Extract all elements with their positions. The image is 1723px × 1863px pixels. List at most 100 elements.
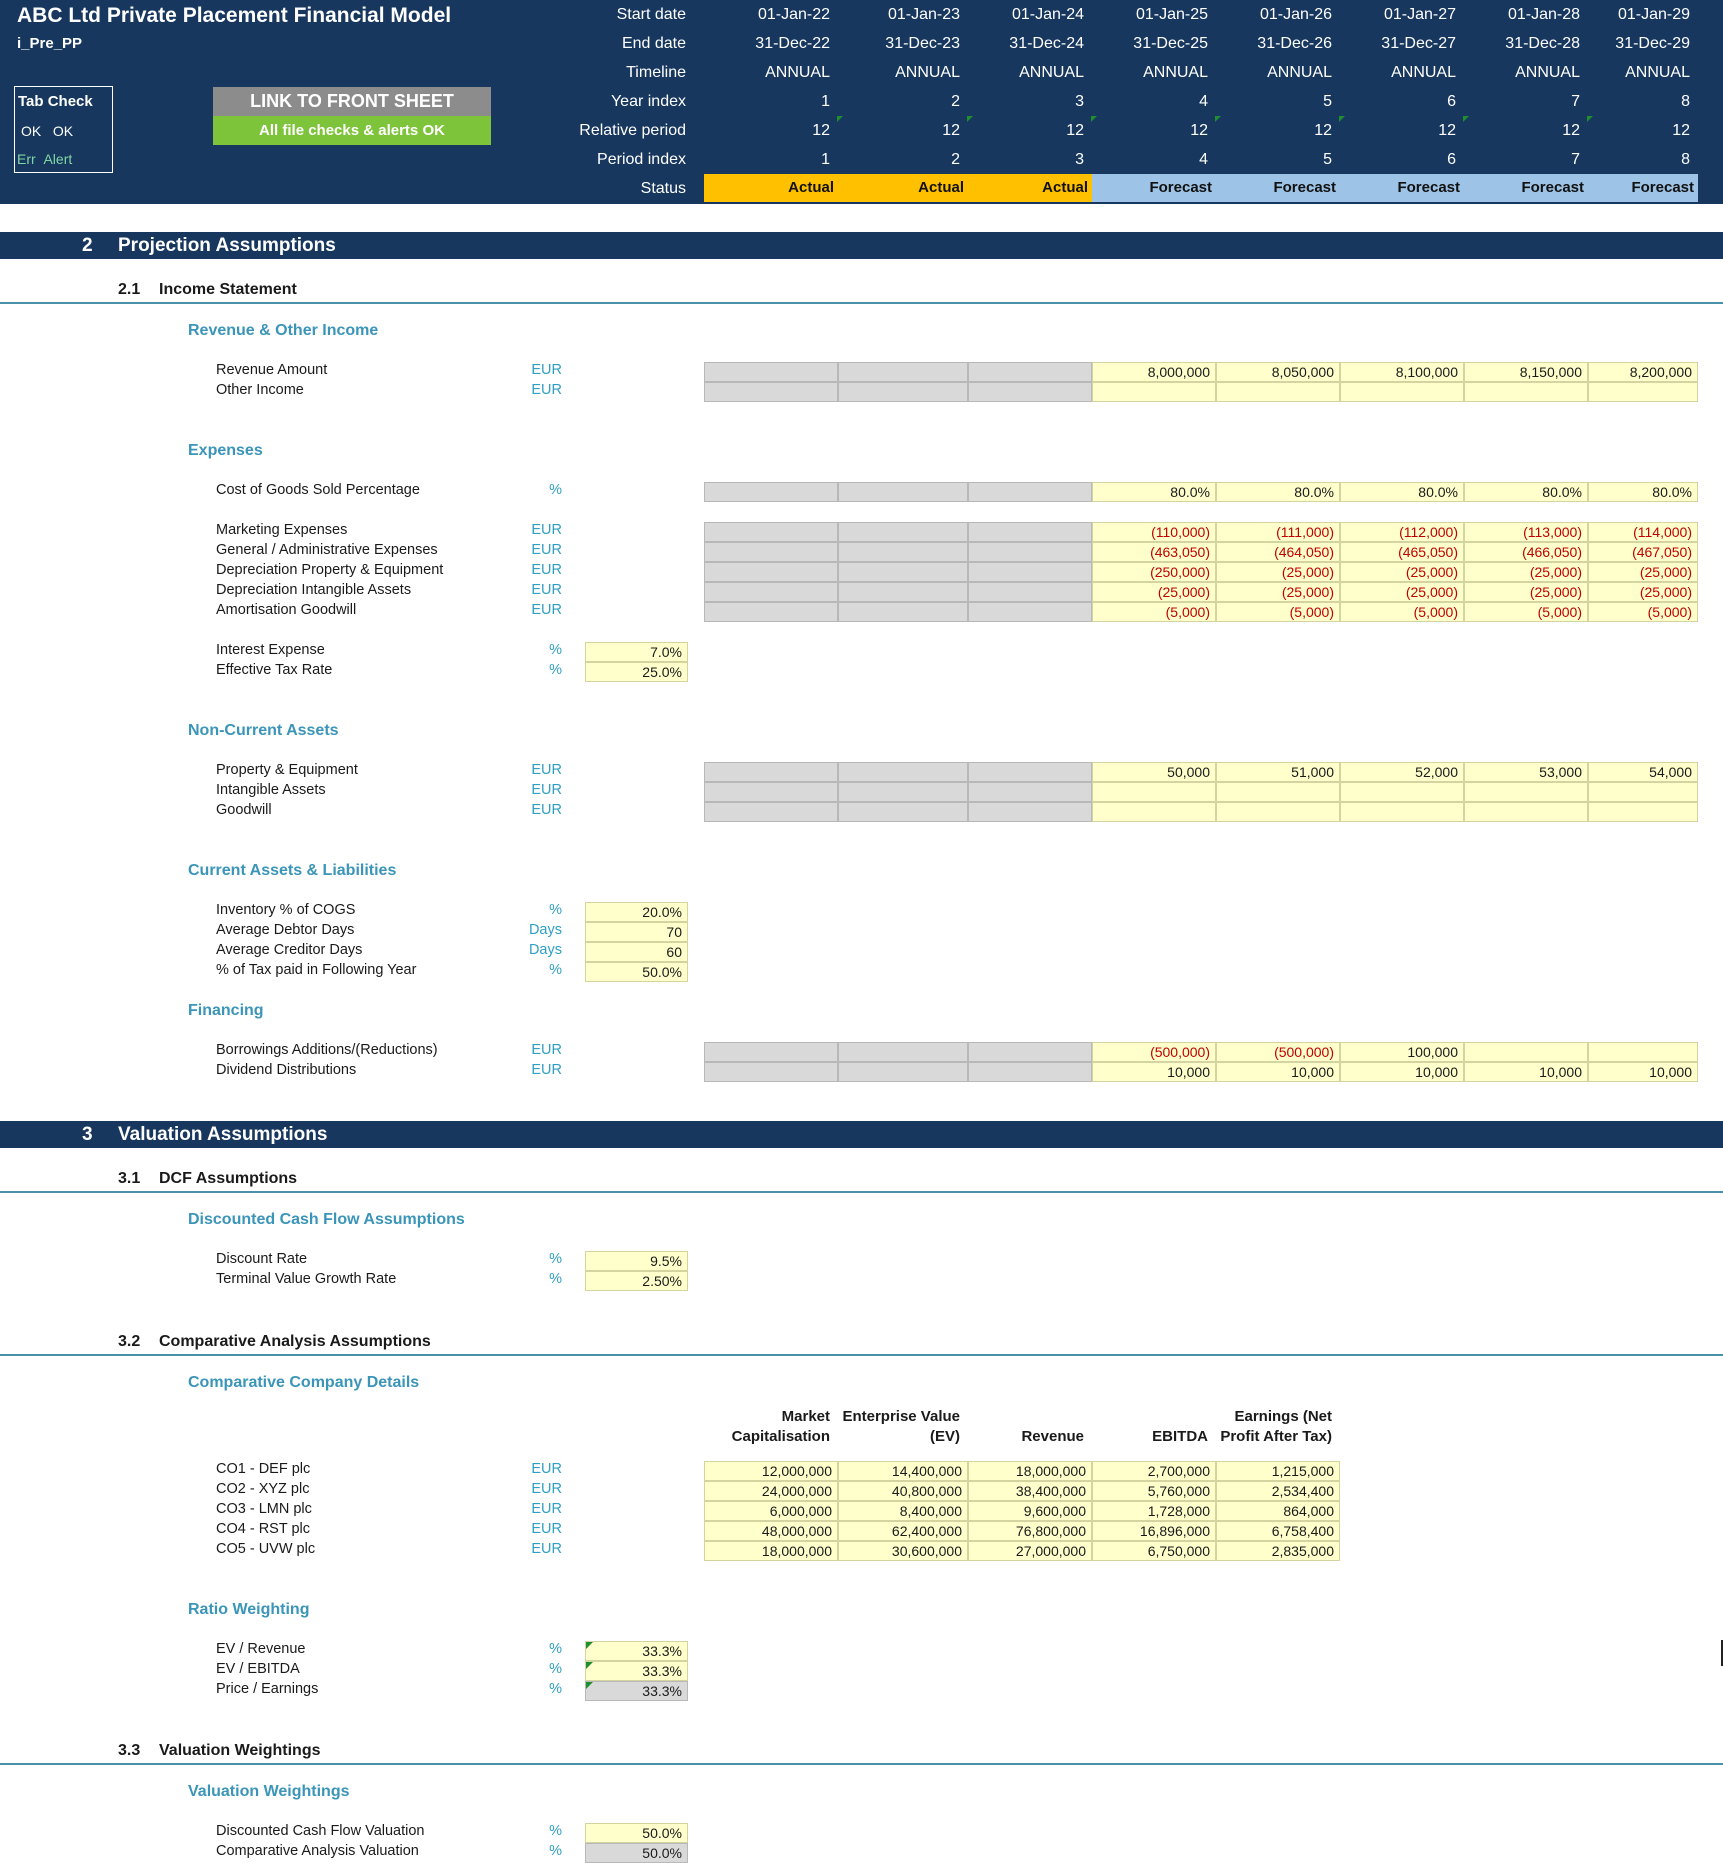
forecast-input-cell[interactable]: 8,150,000 <box>1464 362 1588 382</box>
input-cell[interactable]: 70 <box>585 922 688 942</box>
comparable-input-cell[interactable]: 40,800,000 <box>838 1481 968 1501</box>
forecast-input-cell[interactable]: 10,000 <box>1092 1062 1216 1082</box>
comparable-input-cell[interactable]: 30,600,000 <box>838 1541 968 1561</box>
input-cell[interactable]: 33.3% <box>585 1661 688 1681</box>
forecast-input-cell[interactable]: (5,000) <box>1464 602 1588 622</box>
forecast-input-cell[interactable] <box>1464 1042 1588 1062</box>
forecast-input-cell[interactable]: (25,000) <box>1464 582 1588 602</box>
forecast-input-cell[interactable]: 8,200,000 <box>1588 362 1698 382</box>
input-cell[interactable]: 25.0% <box>585 662 688 682</box>
forecast-input-cell[interactable] <box>1216 782 1340 802</box>
comparable-input-cell[interactable]: 8,400,000 <box>838 1501 968 1521</box>
forecast-input-cell[interactable] <box>1464 782 1588 802</box>
forecast-input-cell[interactable]: (466,050) <box>1464 542 1588 562</box>
forecast-input-cell[interactable]: (111,000) <box>1216 522 1340 542</box>
comparable-input-cell[interactable]: 2,534,400 <box>1216 1481 1340 1501</box>
forecast-input-cell[interactable]: (25,000) <box>1340 562 1464 582</box>
forecast-input-cell[interactable]: 10,000 <box>1216 1062 1340 1082</box>
forecast-input-cell[interactable] <box>1464 382 1588 402</box>
comparable-input-cell[interactable]: 16,896,000 <box>1092 1521 1216 1541</box>
forecast-input-cell[interactable]: 80.0% <box>1340 482 1464 502</box>
forecast-input-cell[interactable]: (114,000) <box>1588 522 1698 542</box>
forecast-input-cell[interactable] <box>1340 802 1464 822</box>
forecast-input-cell[interactable]: (5,000) <box>1340 602 1464 622</box>
forecast-input-cell[interactable]: (113,000) <box>1464 522 1588 542</box>
input-cell[interactable]: 60 <box>585 942 688 962</box>
forecast-input-cell[interactable] <box>1588 382 1698 402</box>
forecast-input-cell[interactable]: (110,000) <box>1092 522 1216 542</box>
forecast-input-cell[interactable] <box>1092 802 1216 822</box>
forecast-input-cell[interactable]: (25,000) <box>1588 562 1698 582</box>
comparable-input-cell[interactable]: 2,700,000 <box>1092 1461 1216 1481</box>
forecast-input-cell[interactable]: 51,000 <box>1216 762 1340 782</box>
forecast-input-cell[interactable]: (500,000) <box>1092 1042 1216 1062</box>
comparable-input-cell[interactable]: 6,758,400 <box>1216 1521 1340 1541</box>
forecast-input-cell[interactable]: (25,000) <box>1588 582 1698 602</box>
comparable-input-cell[interactable]: 14,400,000 <box>838 1461 968 1481</box>
comparable-input-cell[interactable]: 1,215,000 <box>1216 1461 1340 1481</box>
forecast-input-cell[interactable]: (5,000) <box>1216 602 1340 622</box>
forecast-input-cell[interactable]: 80.0% <box>1092 482 1216 502</box>
forecast-input-cell[interactable] <box>1340 382 1464 402</box>
comparable-input-cell[interactable]: 24,000,000 <box>704 1481 838 1501</box>
comparable-input-cell[interactable]: 76,800,000 <box>968 1521 1092 1541</box>
forecast-input-cell[interactable] <box>1588 1042 1698 1062</box>
forecast-input-cell[interactable]: (250,000) <box>1092 562 1216 582</box>
comparable-input-cell[interactable]: 6,000,000 <box>704 1501 838 1521</box>
scroll-indicator[interactable] <box>1721 1640 1723 1666</box>
forecast-input-cell[interactable] <box>1340 782 1464 802</box>
comparable-input-cell[interactable]: 5,760,000 <box>1092 1481 1216 1501</box>
forecast-input-cell[interactable]: (467,050) <box>1588 542 1698 562</box>
forecast-input-cell[interactable] <box>1216 802 1340 822</box>
forecast-input-cell[interactable]: 80.0% <box>1464 482 1588 502</box>
input-cell[interactable]: 50.0% <box>585 962 688 982</box>
forecast-input-cell[interactable]: 8,100,000 <box>1340 362 1464 382</box>
forecast-input-cell[interactable] <box>1588 782 1698 802</box>
forecast-input-cell[interactable] <box>1588 802 1698 822</box>
input-cell[interactable]: 33.3% <box>585 1641 688 1661</box>
forecast-input-cell[interactable]: (465,050) <box>1340 542 1464 562</box>
forecast-input-cell[interactable]: 8,000,000 <box>1092 362 1216 382</box>
comparable-input-cell[interactable]: 62,400,000 <box>838 1521 968 1541</box>
forecast-input-cell[interactable]: 53,000 <box>1464 762 1588 782</box>
forecast-input-cell[interactable]: (25,000) <box>1340 582 1464 602</box>
forecast-input-cell[interactable]: (25,000) <box>1216 582 1340 602</box>
comparable-input-cell[interactable]: 6,750,000 <box>1092 1541 1216 1561</box>
input-cell[interactable]: 50.0% <box>585 1823 688 1843</box>
forecast-input-cell[interactable]: (5,000) <box>1092 602 1216 622</box>
input-cell[interactable]: 2.50% <box>585 1271 688 1291</box>
forecast-input-cell[interactable] <box>1092 782 1216 802</box>
forecast-input-cell[interactable]: 10,000 <box>1464 1062 1588 1082</box>
input-cell[interactable]: 7.0% <box>585 642 688 662</box>
forecast-input-cell[interactable]: 80.0% <box>1216 482 1340 502</box>
comparable-input-cell[interactable]: 18,000,000 <box>968 1461 1092 1481</box>
comparable-input-cell[interactable]: 48,000,000 <box>704 1521 838 1541</box>
forecast-input-cell[interactable]: 50,000 <box>1092 762 1216 782</box>
forecast-input-cell[interactable]: 8,050,000 <box>1216 362 1340 382</box>
forecast-input-cell[interactable]: (464,050) <box>1216 542 1340 562</box>
forecast-input-cell[interactable]: (112,000) <box>1340 522 1464 542</box>
comparable-input-cell[interactable]: 38,400,000 <box>968 1481 1092 1501</box>
forecast-input-cell[interactable]: (500,000) <box>1216 1042 1340 1062</box>
forecast-input-cell[interactable]: (463,050) <box>1092 542 1216 562</box>
forecast-input-cell[interactable]: 54,000 <box>1588 762 1698 782</box>
forecast-input-cell[interactable]: 10,000 <box>1588 1062 1698 1082</box>
forecast-input-cell[interactable] <box>1464 802 1588 822</box>
input-cell[interactable]: 20.0% <box>585 902 688 922</box>
link-to-front-sheet-button[interactable]: LINK TO FRONT SHEET <box>213 87 491 116</box>
forecast-input-cell[interactable]: (25,000) <box>1464 562 1588 582</box>
forecast-input-cell[interactable]: (25,000) <box>1092 582 1216 602</box>
forecast-input-cell[interactable]: (5,000) <box>1588 602 1698 622</box>
input-cell[interactable]: 9.5% <box>585 1251 688 1271</box>
comparable-input-cell[interactable]: 12,000,000 <box>704 1461 838 1481</box>
comparable-input-cell[interactable]: 18,000,000 <box>704 1541 838 1561</box>
forecast-input-cell[interactable] <box>1216 382 1340 402</box>
comparable-input-cell[interactable]: 27,000,000 <box>968 1541 1092 1561</box>
forecast-input-cell[interactable]: 100,000 <box>1340 1042 1464 1062</box>
comparable-input-cell[interactable]: 9,600,000 <box>968 1501 1092 1521</box>
comparable-input-cell[interactable]: 2,835,000 <box>1216 1541 1340 1561</box>
comparable-input-cell[interactable]: 1,728,000 <box>1092 1501 1216 1521</box>
forecast-input-cell[interactable]: (25,000) <box>1216 562 1340 582</box>
forecast-input-cell[interactable]: 52,000 <box>1340 762 1464 782</box>
forecast-input-cell[interactable]: 10,000 <box>1340 1062 1464 1082</box>
